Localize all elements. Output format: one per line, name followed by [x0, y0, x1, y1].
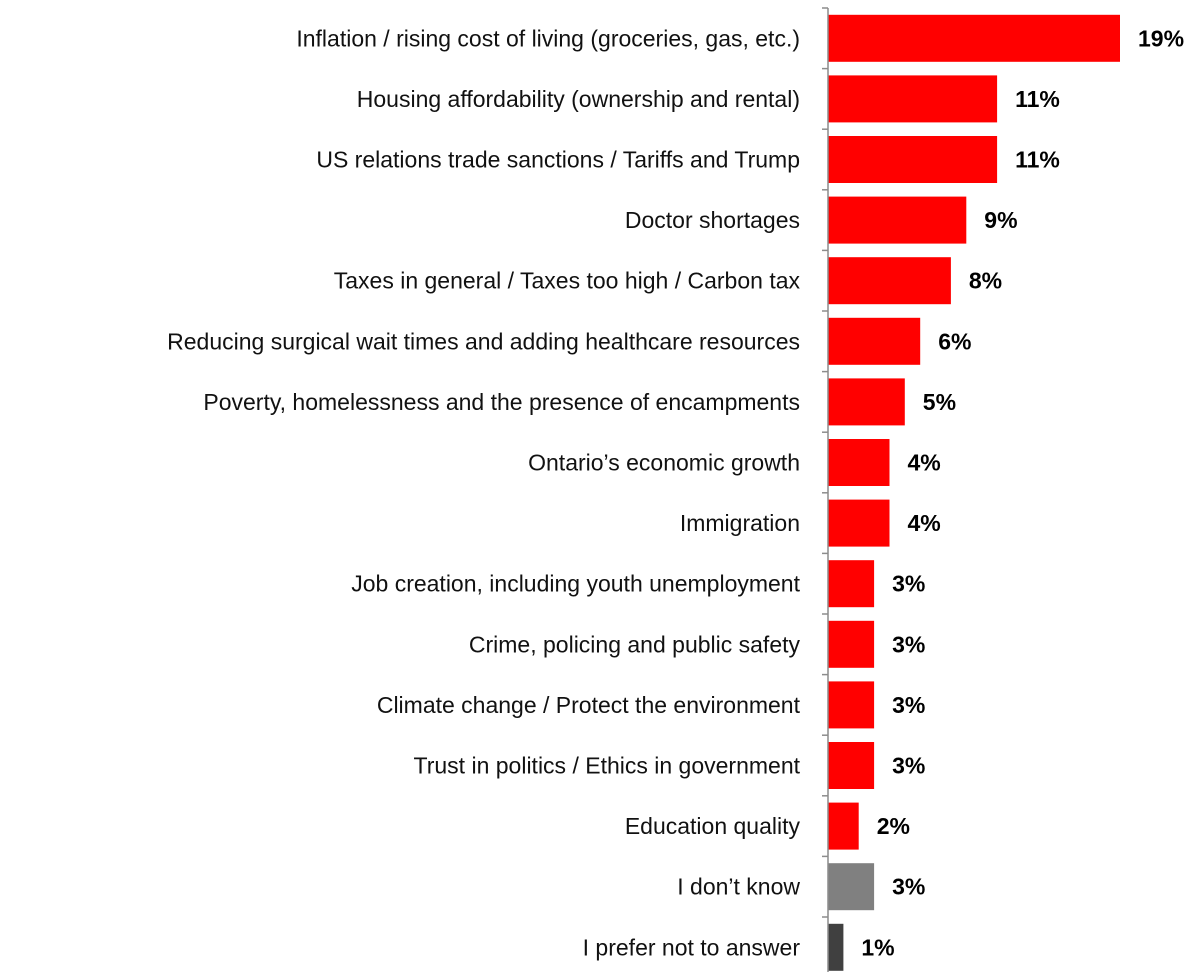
category-label: Immigration [680, 510, 800, 536]
category-label: Poverty, homelessness and the presence o… [203, 389, 800, 415]
value-label: 2% [877, 813, 910, 839]
value-label: 4% [908, 450, 941, 476]
bar-ontario-s-economic-growth [828, 439, 890, 486]
bar-i-don-t-know [828, 863, 875, 911]
bar-poverty-homelessness-and-the-presence-of-encampments [828, 378, 905, 426]
category-labels-group: Inflation / rising cost of living (groce… [167, 25, 800, 960]
bar-immigration [828, 499, 890, 547]
value-label: 5% [923, 389, 956, 415]
bar-i-prefer-not-to-answer [828, 923, 844, 971]
category-label: Ontario’s economic growth [528, 450, 800, 476]
category-label: I prefer not to answer [583, 934, 801, 960]
value-label: 11% [1015, 147, 1060, 173]
bar-housing-affordability-ownership-and-rental [828, 75, 998, 123]
value-label: 4% [908, 510, 941, 536]
bar-crime-policing-and-public-safety [828, 620, 875, 668]
category-label: Taxes in general / Taxes too high / Carb… [334, 268, 801, 294]
bar-inflation-rising-cost-of-living-groceries-gas-etc [828, 14, 1120, 62]
bar-us-relations-trade-sanctions-tariffs-and-trump [828, 136, 998, 183]
value-label: 8% [969, 268, 1002, 294]
value-label: 3% [892, 631, 925, 657]
bar-trust-in-politics-ethics-in-government [828, 742, 875, 789]
bar-education-quality [828, 802, 859, 850]
value-label: 3% [892, 571, 925, 597]
category-label: US relations trade sanctions / Tariffs a… [316, 147, 800, 173]
value-label: 11% [1015, 86, 1060, 112]
category-label: Reducing surgical wait times and adding … [167, 328, 800, 354]
category-label: Trust in politics / Ethics in government [414, 753, 801, 779]
value-label: 9% [984, 207, 1017, 233]
category-label: Job creation, including youth unemployme… [351, 571, 800, 597]
category-label: Crime, policing and public safety [469, 631, 801, 657]
value-label: 3% [892, 753, 925, 779]
bars-group [828, 14, 1120, 971]
bar-reducing-surgical-wait-times-and-adding-healthcare-resources [828, 317, 921, 365]
value-label: 6% [938, 328, 971, 354]
category-label: I don’t know [677, 874, 800, 900]
category-label: Housing affordability (ownership and ren… [357, 86, 800, 112]
category-axis [822, 7, 829, 977]
value-label: 19% [1138, 25, 1184, 51]
category-label: Doctor shortages [625, 207, 800, 233]
value-label: 1% [861, 934, 894, 960]
value-labels-group: 19% 11% 11% 9% 8% 6% 5% 4% 4% 3% 3% 3% 3% 2% 3% 1% [861, 25, 1184, 960]
bar-climate-change-protect-the-environment [828, 681, 875, 729]
value-label: 3% [892, 874, 925, 900]
bar-doctor-shortages [828, 196, 967, 244]
category-label: Education quality [625, 813, 801, 839]
category-label: Inflation / rising cost of living (groce… [296, 25, 800, 51]
value-label: 3% [892, 692, 925, 718]
bar-taxes-in-general-taxes-too-high-carbon-tax [828, 257, 951, 305]
category-label: Climate change / Protect the environment [377, 692, 801, 718]
bar-job-creation-including-youth-unemployment [828, 560, 875, 608]
